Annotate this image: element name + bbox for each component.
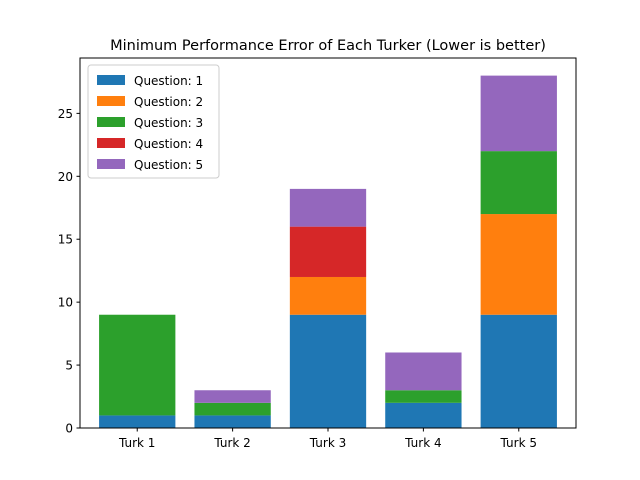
axes-group: 0 5 10 15 20 25 Turk 1 Turk 2 Turk 3 Turk 4 Turk 5 [58,57,577,450]
bar-turk-1-question-1 [99,415,176,428]
bar-turk-4-question-1 [385,402,462,428]
x-tick-label: Turk 2 [213,436,250,450]
legend-label-question-3: Question: 3 [134,116,203,130]
legend-swatch-question-5 [97,159,125,169]
y-tick-label: 5 [65,359,73,373]
bar-turk-5-question-1 [480,314,557,428]
legend-swatch-question-3 [97,117,125,127]
y-tick-label: 15 [58,233,73,247]
bar-turk-2-question-3 [194,402,271,416]
bar-turk-5-question-5 [480,75,557,152]
bar-turk-3-question-2 [289,276,367,315]
bar-turk-2-question-5 [194,390,271,403]
y-tick-label: 0 [65,422,73,436]
bar-turk-1-question-3 [99,314,176,416]
y-tick-label: 10 [58,296,73,310]
chart-title: Minimum Performance Error of Each Turker… [110,38,546,54]
bar-turk-3-question-4 [289,226,367,277]
legend-label-question-1: Question: 1 [134,74,203,88]
bar-turk-3-question-5 [289,188,367,227]
x-tick-label: Turk 5 [500,436,537,450]
legend-label-question-5: Question: 5 [134,158,203,172]
bar-turk-4-question-5 [385,352,462,391]
x-tick-label: Turk 3 [309,436,346,450]
bar-turk-2-question-1 [194,415,271,428]
y-tick-label: 20 [58,170,73,184]
x-tick-label: Turk 4 [404,436,441,450]
x-tick-label: Turk 1 [118,436,155,450]
legend-swatch-question-4 [97,138,125,148]
bar-turk-4-question-3 [385,390,462,403]
legend: Question: 1 Question: 2 Question: 3 Questio… [87,64,220,179]
y-tick-label: 25 [58,107,73,121]
legend-swatch-question-2 [97,96,125,106]
bar-turk-5-question-2 [480,214,557,315]
bars-group [99,75,557,428]
bar-turk-3-question-1 [289,314,367,428]
legend-label-question-2: Question: 2 [134,95,203,109]
legend-label-question-4: Question: 4 [134,137,203,151]
bar-turk-5-question-3 [480,151,557,215]
legend-swatch-question-1 [97,75,125,85]
legend-frame [87,64,220,179]
